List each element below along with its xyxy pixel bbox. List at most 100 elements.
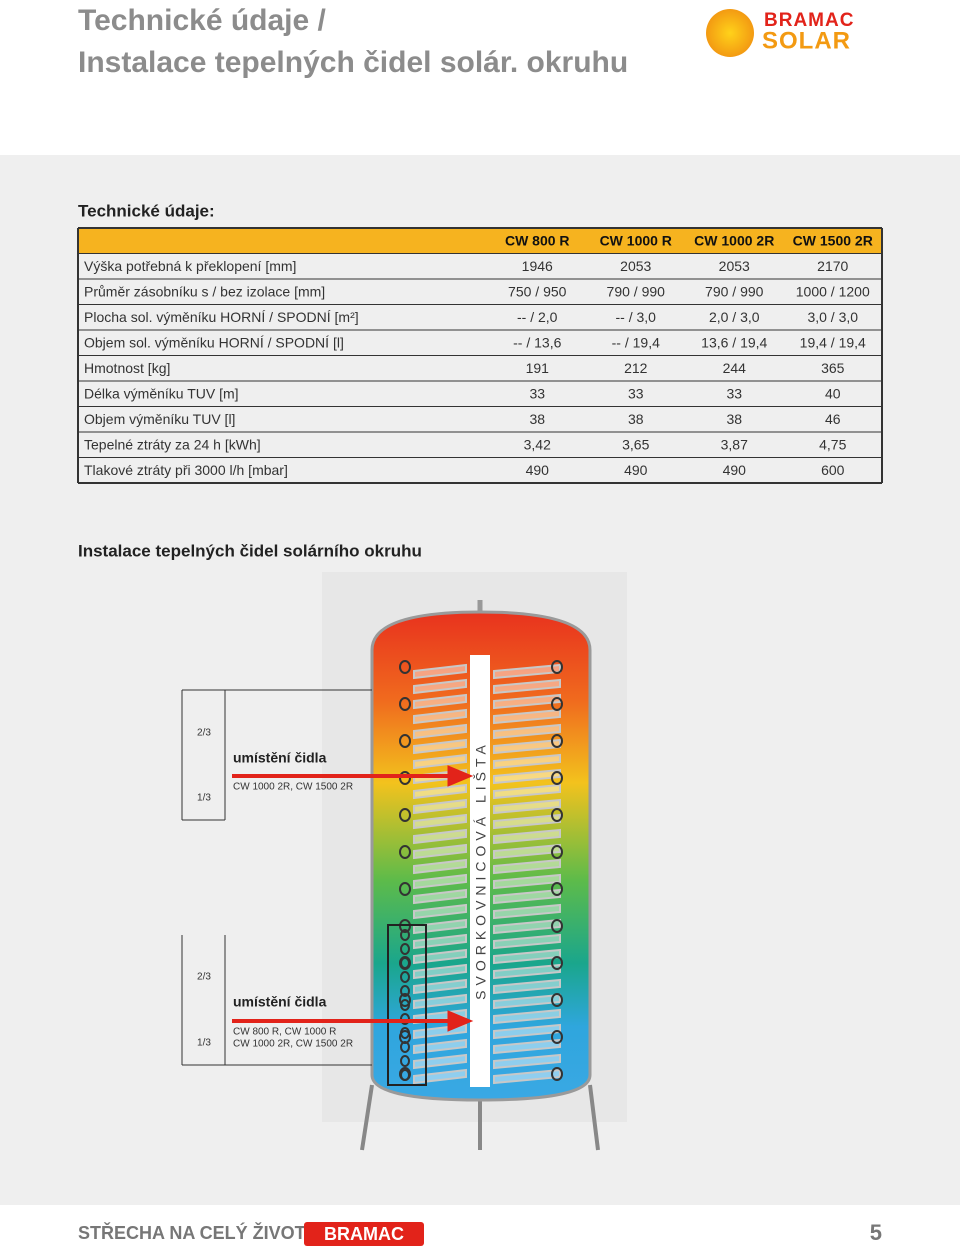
coil — [413, 783, 467, 800]
cell: 3,0 / 3,0 — [807, 309, 858, 325]
tank — [360, 600, 600, 1151]
row-label: Tepelné ztráty za 24 h [kWh] — [84, 436, 261, 452]
port — [551, 660, 563, 674]
row-label: Průměr zásobníku s / bez izolace [mm] — [84, 283, 325, 299]
coil — [493, 798, 561, 815]
cell: 38 — [529, 411, 545, 427]
cell: 13,6 / 19,4 — [701, 334, 767, 350]
port — [400, 1055, 410, 1067]
cell: 490 — [624, 462, 648, 478]
coil — [493, 1038, 561, 1055]
coil — [493, 933, 561, 950]
arrow — [232, 765, 474, 1032]
port — [551, 956, 563, 970]
section-title: Technické údaje: — [78, 201, 215, 220]
row-label: Délka výměníku TUV [m] — [84, 385, 239, 401]
row-label: Objem výměníku TUV [l] — [84, 411, 235, 427]
port — [400, 971, 410, 983]
sensor-label: umístění čidla — [233, 750, 327, 766]
port — [400, 929, 410, 941]
fraction: 2/3 — [197, 972, 211, 983]
port — [551, 1030, 563, 1044]
column-header: CW 800 R — [505, 232, 570, 248]
fraction: 1/3 — [197, 793, 211, 804]
cell: 365 — [821, 360, 845, 376]
cell: 38 — [726, 411, 742, 427]
coil — [413, 708, 467, 725]
coil — [493, 783, 561, 800]
coil — [493, 978, 561, 995]
port — [399, 845, 411, 859]
cell: 33 — [726, 385, 742, 401]
coil — [493, 858, 561, 875]
models: CW 800 R, CW 1000 R — [233, 1027, 336, 1038]
cell: 3,65 — [622, 436, 649, 452]
title-line: Instalace tepelných čidel solár. okruhu — [78, 46, 628, 79]
coil — [493, 828, 561, 845]
models: CW 1000 2R, CW 1500 2R — [233, 782, 353, 793]
coil — [413, 693, 467, 710]
cell: 1000 / 1200 — [796, 283, 870, 299]
row-label: Objem sol. výměníku HORNÍ / SPODNÍ [l] — [84, 334, 344, 350]
cell: 600 — [821, 462, 845, 478]
coil — [493, 993, 561, 1010]
sensor-label: umístění čidla — [233, 994, 327, 1010]
cell: 40 — [825, 385, 841, 401]
coil — [493, 888, 561, 905]
page-number: 5 — [870, 1220, 882, 1245]
cell: 2170 — [817, 258, 848, 274]
fraction: 2/3 — [197, 728, 211, 739]
brand: BRAMAC — [324, 1224, 404, 1244]
coil — [413, 858, 467, 875]
coil — [413, 723, 467, 740]
coil — [493, 753, 561, 770]
coil — [413, 828, 467, 845]
cell: 2053 — [620, 258, 651, 274]
coil — [493, 708, 561, 725]
bracket — [181, 689, 372, 1066]
cell: -- / 19,4 — [612, 334, 660, 350]
row-label: Plocha sol. výměníku HORNÍ / SPODNÍ [m²] — [84, 309, 359, 325]
port — [400, 943, 410, 955]
port — [551, 808, 563, 822]
coil — [413, 738, 467, 755]
cell: 750 / 950 — [508, 283, 567, 299]
column-header: CW 1000 R — [600, 232, 672, 248]
port — [399, 734, 411, 748]
section-title: Instalace tepelných čidel solárního okru… — [78, 541, 422, 560]
coil — [493, 903, 561, 920]
coil — [413, 798, 467, 815]
cell: -- / 2,0 — [517, 309, 558, 325]
column-header: CW 1500 2R — [793, 232, 873, 248]
header-row — [78, 228, 882, 254]
cell: 4,75 — [819, 436, 846, 452]
coil — [413, 753, 467, 770]
cell: 790 / 990 — [705, 283, 764, 299]
coil — [493, 1008, 561, 1025]
coil — [493, 723, 561, 740]
coil — [493, 1053, 561, 1070]
logo-top: BRAMAC — [764, 10, 854, 31]
coil — [493, 768, 561, 785]
cell: 2,0 / 3,0 — [709, 309, 760, 325]
cell: 3,42 — [524, 436, 551, 452]
coil — [493, 873, 561, 890]
port — [551, 1067, 563, 1081]
cell: 33 — [529, 385, 545, 401]
port — [551, 919, 563, 933]
cell: 244 — [723, 360, 747, 376]
cell: 1946 — [522, 258, 553, 274]
logo-sun — [706, 9, 754, 57]
coil — [413, 873, 467, 890]
port — [551, 882, 563, 896]
cell: 19,4 / 19,4 — [800, 334, 866, 350]
cell: -- / 3,0 — [616, 309, 657, 325]
coil — [413, 663, 467, 680]
logo-bottom: SOLAR — [762, 27, 851, 54]
models: CW 1000 2R, CW 1500 2R — [233, 1039, 353, 1050]
coil — [493, 693, 561, 710]
cell: 490 — [723, 462, 747, 478]
coil — [413, 813, 467, 830]
port — [400, 957, 410, 969]
